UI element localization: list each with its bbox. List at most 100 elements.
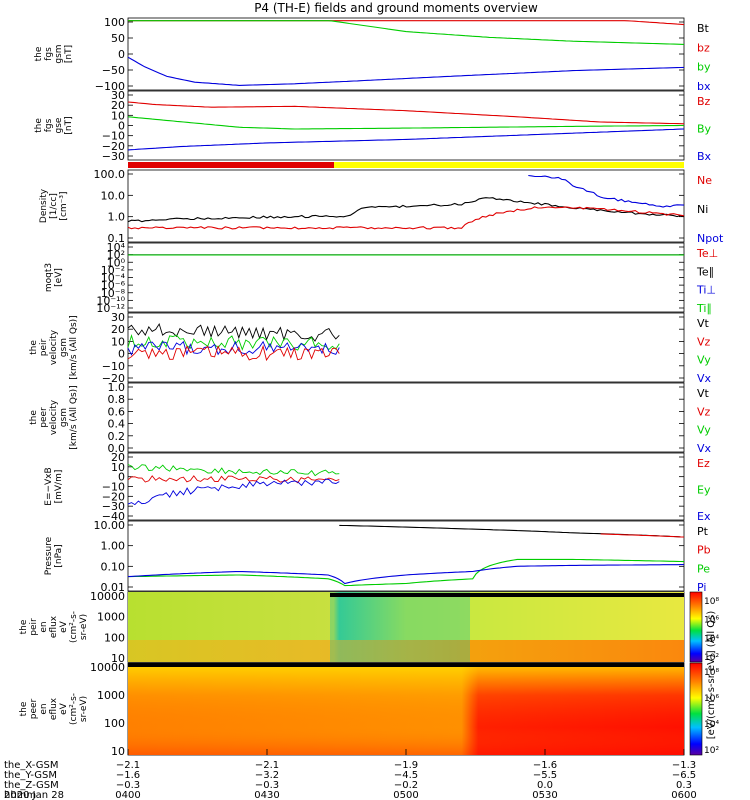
- pressure-ylabel: Pressure: [44, 536, 54, 575]
- efield-legend-Ez: Ez: [697, 457, 710, 470]
- peir-velocity-legend-Vy: Vy: [697, 354, 711, 367]
- x-axis-labels: the_X-GSM −2.1 −2.1 −1.9 −1.6 −1.3 the_Y-GSM −1…: [4, 749, 697, 800]
- temperature-ytick-label: 10⁻¹⁰: [96, 294, 125, 307]
- temperature-ytick-label: 10⁰: [107, 256, 126, 269]
- fgs-gsm-series-bx: [127, 56, 685, 86]
- fgs-gse-legend-Bx: Bx: [697, 150, 712, 163]
- peir-spectrogram: [128, 592, 684, 662]
- fgs-gse-ytick-label: 10: [111, 109, 125, 122]
- x-row-value: 0.0: [537, 780, 553, 791]
- x-row-value: −1.6: [533, 760, 557, 771]
- fgs-gse-ylabel: gse: [54, 117, 64, 133]
- density-ytick-label: 100.0: [94, 168, 126, 181]
- fgs-gsm-legend-by: by: [697, 61, 711, 74]
- temperature-ytick-label: 10⁻⁸: [101, 287, 126, 300]
- peir-velocity-legend-Vx: Vx: [697, 372, 712, 385]
- peer-gradient: [128, 663, 684, 755]
- density-ylabel: Density: [39, 188, 49, 223]
- panel-peir-eflux: 10000 1000 100 10 the peir en eflux eV (cm²-s-sr-…: [19, 590, 719, 665]
- density-frame: [127, 169, 685, 243]
- density-series-Ne: [127, 206, 685, 230]
- temperature-legend-Ti∥: Ti∥: [696, 302, 712, 315]
- x-row-label: the_Z-GSM: [4, 780, 59, 791]
- panel-density: 100.0 10.0 1.0 0.1 Density [1/cc] [cm⁻³] Ne Ni Np…: [39, 168, 724, 245]
- plot-date: 2020 Jan 28: [4, 790, 64, 800]
- fgs-gse-frame: [127, 90, 685, 161]
- peir-velocity-ytick-label: 30: [111, 311, 125, 324]
- peer-eflux-ylabel: the: [19, 701, 29, 716]
- peir-velocity-ytick-label: 10: [111, 335, 125, 348]
- peer-velocity-ylabel: gsm: [59, 408, 69, 427]
- x-row-label: the_Y-GSM: [4, 770, 57, 781]
- fgs-gse-ytick-label: −30: [102, 150, 125, 163]
- temperature-legend-Te⊥: Te⊥: [696, 247, 718, 260]
- temperature-ytick-label: 10⁻⁶: [101, 279, 126, 292]
- efield-ytick-label: −30: [102, 500, 125, 513]
- region-bar-yellow: [334, 162, 684, 168]
- panel-fgs-gsm: 100 50 0 −50 −100 the fgs gsm [nT] Bt bz by bx: [34, 16, 711, 93]
- panel-peer-velocity: 1.00.80.60.40.20.0 the peer velocity gsm [km/…: [29, 381, 712, 455]
- peer-eflux-ytick-label: 10000: [90, 661, 125, 674]
- peir-eflux-ylabel: eflux: [49, 615, 59, 638]
- efield-ytick-label: 20: [111, 451, 125, 464]
- peir-velocity-ytick-label: −10: [102, 360, 125, 373]
- peir-velocity-series-Vz: [127, 344, 340, 362]
- peer-velocity-legend-Vz: Vz: [697, 405, 711, 418]
- peir-eflux-ytick-label: 100: [104, 631, 125, 644]
- density-legend-Ni: Ni: [697, 203, 708, 216]
- peer-eflux-ylabel: (cm²-s-: [69, 693, 79, 725]
- density-legend-Ne: Ne: [697, 174, 712, 187]
- x-row-label: hhmm: [4, 790, 36, 800]
- temperature-legend-Ti⊥: Ti⊥: [696, 284, 716, 297]
- fgs-gsm-legend-bz: bz: [697, 41, 710, 54]
- fgs-gsm-series-bz: [128, 20, 685, 26]
- fgs-gsm-ylabel: fgs: [44, 47, 54, 61]
- peer-spectrogram: [128, 663, 684, 755]
- x-row-value: −1.3: [672, 760, 696, 771]
- pressure-ytick-label: 0.10: [101, 560, 126, 573]
- fgs-gse-ytick-label: 0: [118, 120, 125, 133]
- temperature-ylabel: moqt3: [44, 263, 54, 292]
- x-row-value: 0430: [254, 790, 279, 800]
- fgs-gse-legend-Bz: Bz: [697, 95, 711, 108]
- peer-velocity-ytick-label: 0.4: [108, 418, 126, 431]
- density-ytick-label: 1.0: [108, 211, 126, 224]
- peir-velocity-ylabel: [km/s (All Qs)]: [69, 315, 79, 379]
- x-row-value: 0530: [532, 790, 557, 800]
- peir-eflux-ytick-label: 10000: [90, 590, 125, 603]
- density-ytick-label: 0.1: [108, 232, 126, 245]
- pressure-frame: [127, 520, 685, 592]
- density-series-Npot: [528, 174, 685, 208]
- pressure-ytick-label: 1.00: [101, 540, 126, 553]
- peer-eflux-ytick-label: 1000: [97, 689, 125, 702]
- density-series-Ni: [127, 197, 685, 223]
- peir-velocity-ylabel: velocity: [49, 329, 59, 365]
- fgs-gse-legend-By: By: [697, 123, 712, 136]
- efield-frame: [127, 452, 685, 521]
- peer-eflux-ylabel: sr-eV): [79, 696, 89, 722]
- peer-velocity-legend-Vy: Vy: [697, 424, 711, 437]
- peer-velocity-frame: [127, 382, 685, 453]
- peer-top-band: [128, 663, 684, 667]
- peer-velocity-legend-Vt: Vt: [697, 387, 710, 400]
- density-ylabel: [cm⁻³]: [59, 191, 69, 220]
- peir-eflux-ylabel: en: [39, 621, 49, 632]
- peir-velocity-ylabel: the: [29, 340, 39, 355]
- x-row-value: −6.5: [672, 770, 696, 781]
- pressure-series-Pe: [128, 558, 685, 587]
- fgs-gse-ylabel: fgs: [44, 118, 54, 132]
- peir-velocity-series-Vx: [127, 340, 340, 356]
- x-row-label: the_X-GSM: [4, 760, 58, 771]
- fgs-gsm-ytick-label: 0: [118, 48, 125, 61]
- peer-velocity-ytick-label: 1.0: [108, 381, 126, 394]
- x-row-value: 0400: [115, 790, 140, 800]
- pressure-legend-Pe: Pe: [697, 562, 710, 575]
- fgs-gse-ytick-label: 20: [111, 99, 125, 112]
- peir-eflux-ylabel: peir: [29, 618, 39, 636]
- peer-velocity-legend-Vx: Vx: [697, 442, 712, 455]
- temperature-ytick-label: 10⁻²: [101, 264, 125, 277]
- x-row-value: −0.3: [255, 780, 279, 791]
- plot-title: P4 (TH-E) fields and ground moments over…: [254, 1, 538, 15]
